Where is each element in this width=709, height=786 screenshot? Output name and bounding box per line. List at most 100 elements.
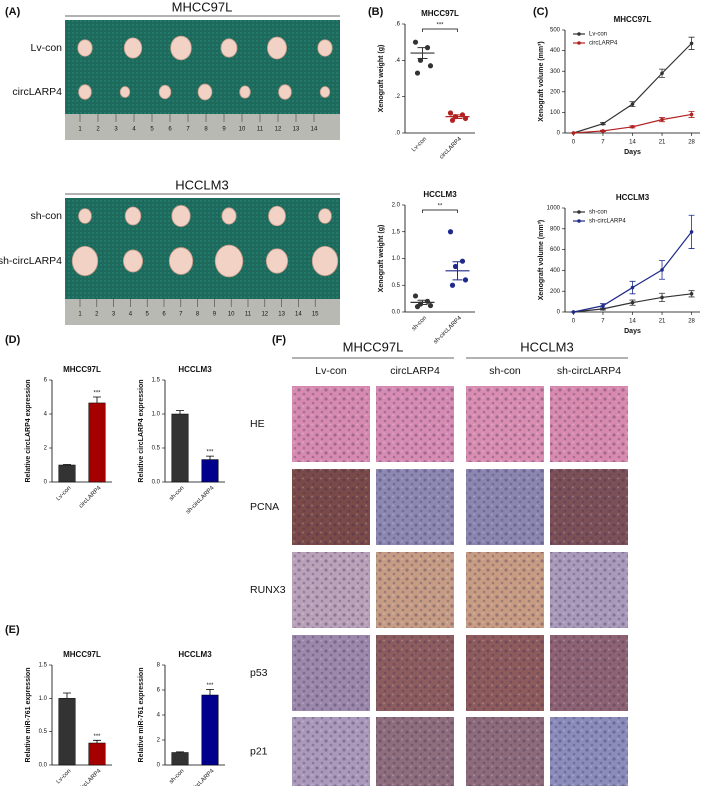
y-tick-label: 200 — [550, 89, 561, 95]
tumor — [214, 244, 244, 278]
series-line — [573, 113, 692, 134]
point — [601, 303, 605, 308]
y-tick-label: 600 — [550, 247, 561, 253]
x-tick-label: Lv-con — [56, 768, 73, 785]
ruler-number: 3 — [112, 312, 116, 318]
tumor — [124, 206, 142, 226]
micrograph-texture — [550, 469, 628, 545]
legend-label: circLARP4 — [589, 41, 618, 47]
row-label: sh-circLARP4 — [0, 255, 62, 267]
sem-bar — [417, 299, 428, 306]
tumor — [319, 86, 331, 98]
dot — [417, 57, 424, 63]
micrograph-texture — [292, 717, 370, 786]
ruler-number: 14 — [311, 127, 318, 133]
significance: ** — [438, 204, 443, 210]
tumor — [239, 85, 251, 99]
ruler-number: 10 — [228, 312, 235, 318]
significance: *** — [436, 23, 444, 29]
chart-title: MHCC97L — [421, 9, 459, 18]
x-tick-label: 14 — [629, 319, 636, 325]
x-tick-label: circLARP4 — [78, 768, 103, 786]
ruler-number: 13 — [293, 127, 300, 133]
row-label: p21 — [250, 745, 268, 757]
ruler-number: 9 — [213, 312, 217, 318]
tumor — [171, 205, 191, 227]
y-tick-label: 2.0 — [392, 203, 401, 209]
point — [689, 230, 694, 234]
y-tick-label: 100 — [550, 110, 561, 116]
legend-marker — [577, 32, 581, 36]
legend-label: Lv-con — [589, 32, 607, 38]
point — [689, 112, 694, 117]
y-tick-label: 400 — [550, 48, 561, 54]
chart-title: MHCC97L — [63, 365, 101, 374]
dot — [414, 70, 421, 76]
y-tick-label: 0.5 — [392, 283, 401, 289]
x-tick-label: sh-circLARP4 — [433, 315, 464, 346]
ruler-number: 5 — [150, 127, 154, 133]
panel-label: (E) — [5, 624, 20, 636]
micrograph-texture — [292, 386, 370, 462]
tumor — [278, 84, 292, 100]
column-label: sh-con — [489, 365, 521, 377]
panel-label: (C) — [533, 6, 549, 18]
point — [630, 285, 635, 290]
tumor — [119, 86, 131, 98]
x-tick-label: 0 — [572, 319, 576, 325]
ruler-number: 13 — [278, 312, 285, 318]
x-tick-label: 21 — [659, 140, 666, 146]
dot — [412, 293, 419, 299]
ruler-number: 4 — [129, 312, 133, 318]
ruler — [65, 114, 340, 140]
bar — [58, 464, 76, 483]
error-bar — [206, 688, 214, 695]
sem-bar — [452, 261, 463, 281]
bar — [201, 694, 219, 766]
point — [660, 117, 664, 122]
ruler-number: 9 — [222, 127, 226, 133]
micrograph-texture — [376, 635, 454, 711]
error-bar — [176, 751, 184, 753]
sem-bar — [417, 47, 428, 60]
chart-title: HCCLM3 — [616, 193, 650, 202]
x-tick-label: 7 — [601, 140, 605, 146]
ruler — [65, 299, 340, 325]
panel-label: (D) — [5, 334, 21, 346]
column-label: sh-circLARP4 — [557, 365, 621, 377]
ruler-number: 12 — [275, 127, 282, 133]
y-tick-label: 0.0 — [392, 310, 401, 316]
x-tick-label: sh-con — [411, 315, 428, 332]
micrograph-texture — [466, 635, 544, 711]
y-axis-label: Relative circLARP4 expression — [138, 379, 145, 482]
tumor — [170, 35, 192, 61]
y-tick-label: 0.5 — [152, 446, 161, 452]
tumor — [197, 83, 213, 101]
tumor — [168, 247, 194, 275]
tumor — [77, 39, 93, 57]
tumor — [78, 84, 92, 100]
x-tick-label: circLARP4 — [78, 485, 103, 510]
x-tick-label: 28 — [688, 319, 695, 325]
significance: *** — [206, 450, 214, 456]
tumor — [268, 205, 286, 227]
bar — [171, 752, 189, 766]
ruler-number: 11 — [257, 127, 264, 133]
dot — [462, 277, 469, 283]
y-tick-label: 1.0 — [152, 412, 161, 418]
point — [571, 310, 576, 314]
y-axis-label: Relative miR-761 expression — [25, 668, 32, 763]
row-label: HE — [250, 418, 265, 430]
x-tick-label: 28 — [688, 140, 695, 146]
ruler-number: 6 — [162, 312, 166, 318]
tumor — [221, 207, 237, 225]
ruler-number: 8 — [204, 127, 208, 133]
point — [571, 131, 576, 135]
tumor — [220, 38, 238, 58]
point — [689, 41, 694, 46]
row-label: RUNX3 — [250, 584, 286, 596]
ruler-number: 1 — [78, 127, 82, 133]
y-tick-label: 1.5 — [392, 229, 401, 235]
x-tick-label: Lv-con — [56, 485, 73, 502]
